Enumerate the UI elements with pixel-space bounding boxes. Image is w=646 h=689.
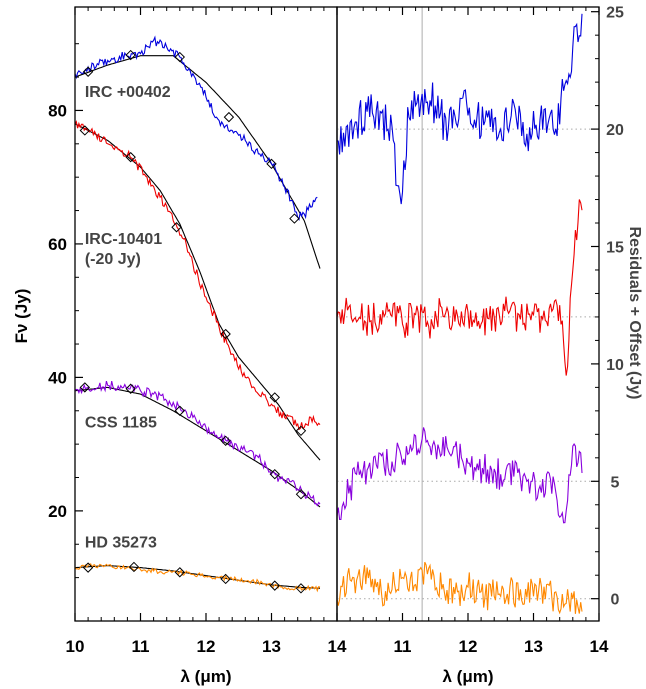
left-star-labels: IRC +00402 IRC-10401 (-20 Jy) CSS 1185 HD 35… xyxy=(85,84,171,551)
left-x-tick-label: 14 xyxy=(328,637,347,656)
right-x-tick-label: 14 xyxy=(590,637,609,656)
residual-line-css-1185 xyxy=(336,427,583,524)
left-y-tick-label: 80 xyxy=(48,101,67,120)
left-x-tick-label: 13 xyxy=(262,637,281,656)
left-x-tick-label: 11 xyxy=(132,637,150,656)
right-x-axis-label: λ (μm) xyxy=(442,667,493,686)
diamond-marker-css-1185 xyxy=(295,488,307,500)
fit-curve-css-1185 xyxy=(74,386,321,508)
diamond-marker-hd-35273 xyxy=(128,561,140,573)
star-label: CSS 1185 xyxy=(85,414,157,431)
diamond-marker-css-1185 xyxy=(269,468,280,480)
diamond-marker-irc-00402 xyxy=(223,111,235,123)
diamond-marker-css-1185 xyxy=(125,383,136,394)
diamond-marker-irc-10401 xyxy=(220,328,231,340)
diamond-marker-irc-10401 xyxy=(79,125,91,136)
diamond-marker-css-1185 xyxy=(174,405,186,416)
left-y-axis-label: Fν (Jy) xyxy=(12,289,31,344)
right-y-axis-label: Residuals + Offset (Jy) xyxy=(626,227,643,400)
diamond-marker-irc-00402 xyxy=(125,49,136,61)
spectrum-line-hd-35273 xyxy=(74,563,321,593)
left-diamond-markers xyxy=(79,49,307,594)
diamond-marker-irc-00402 xyxy=(174,51,186,63)
left-y-tick-label: 40 xyxy=(48,368,67,387)
left-axes: 20 40 60 80 10 11 12 13 14 λ (μm) Fν (Jy) xyxy=(12,7,347,686)
diamond-marker-css-1185 xyxy=(220,435,231,447)
left-panel-spectra: IRC +00402 IRC-10401 (-20 Jy) CSS 1185 HD 35… xyxy=(12,6,347,686)
right-axes: 0 5 10 15 20 25 11 12 13 14 λ (μm) Residuals + Offs… xyxy=(349,5,643,686)
right-panel-residuals: 0 5 10 15 20 25 11 12 13 14 λ (μm) Residuals + Offs… xyxy=(336,5,643,686)
right-y-tick-label: 15 xyxy=(606,239,624,256)
right-y-tick-label: 5 xyxy=(611,474,620,491)
right-residual-lines xyxy=(336,13,583,615)
spectrum-line-css-1185 xyxy=(74,380,321,507)
left-spectrum-lines xyxy=(74,35,321,593)
residual-line-irc-00402 xyxy=(336,13,583,205)
right-y-tick-label: 10 xyxy=(606,357,624,374)
star-label: (-20 Jy) xyxy=(85,251,141,268)
spectrum-line-irc-10401 xyxy=(74,120,321,431)
diamond-marker-irc-00402 xyxy=(289,213,300,224)
right-y-tick-label: 0 xyxy=(611,592,620,609)
left-y-tick-label: 60 xyxy=(48,235,67,254)
star-label: HD 35273 xyxy=(85,535,157,552)
diamond-marker-irc-10401 xyxy=(125,151,136,163)
diamond-marker-hd-35273 xyxy=(295,583,307,594)
diamond-marker-irc-10401 xyxy=(269,392,280,403)
diamond-marker-irc-10401 xyxy=(171,222,182,233)
fit-curve-hd-35273 xyxy=(74,565,321,589)
diamond-marker-hd-35273 xyxy=(269,580,280,591)
spectrum-line-irc-00402 xyxy=(74,35,318,221)
diamond-marker-css-1185 xyxy=(79,382,91,393)
left-x-tick-label: 10 xyxy=(66,637,85,656)
diamond-marker-irc-10401 xyxy=(295,425,307,437)
residual-line-hd-35273 xyxy=(336,561,583,615)
star-label: IRC-10401 xyxy=(85,231,162,248)
left-x-axis-label: λ (μm) xyxy=(180,667,231,686)
fit-curve-irc-10401 xyxy=(74,123,321,461)
diamond-marker-irc-00402 xyxy=(266,158,277,170)
right-y-tick-label: 25 xyxy=(606,5,624,22)
diamond-marker-hd-35273 xyxy=(174,567,186,578)
left-fit-curves xyxy=(74,55,321,589)
right-x-tick-label: 12 xyxy=(459,637,478,656)
left-y-tick-label: 20 xyxy=(48,502,67,521)
diamond-marker-hd-35273 xyxy=(82,562,94,573)
left-x-tick-label: 12 xyxy=(197,637,216,656)
right-x-tick-label: 11 xyxy=(394,637,412,656)
diamond-marker-hd-35273 xyxy=(220,573,231,585)
right-y-tick-label: 20 xyxy=(606,122,624,139)
residual-line-irc-10401 xyxy=(336,199,583,376)
diamond-marker-irc-00402 xyxy=(82,66,94,77)
star-label: IRC +00402 xyxy=(85,84,171,101)
right-x-tick-label: 13 xyxy=(524,637,543,656)
